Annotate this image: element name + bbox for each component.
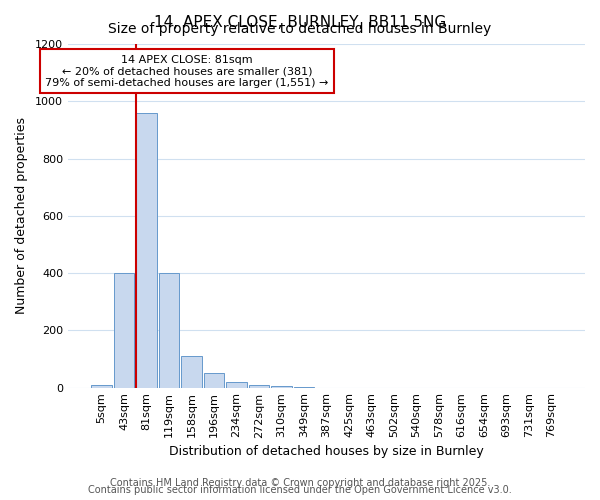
Bar [271,386,292,388]
Text: Size of property relative to detached houses in Burnley: Size of property relative to detached ho… [109,22,491,36]
Text: 14 APEX CLOSE: 81sqm
← 20% of detached houses are smaller (381)
79% of semi-deta: 14 APEX CLOSE: 81sqm ← 20% of detached h… [46,54,329,88]
Bar [136,112,157,388]
Text: 14, APEX CLOSE, BURNLEY, BB11 5NG: 14, APEX CLOSE, BURNLEY, BB11 5NG [154,15,446,30]
Bar [294,386,314,388]
Bar [226,382,247,388]
Bar [91,384,112,388]
Y-axis label: Number of detached properties: Number of detached properties [15,118,28,314]
X-axis label: Distribution of detached houses by size in Burnley: Distribution of detached houses by size … [169,444,484,458]
Bar [249,384,269,388]
Bar [159,273,179,388]
Text: Contains HM Land Registry data © Crown copyright and database right 2025.: Contains HM Land Registry data © Crown c… [110,478,490,488]
Bar [114,273,134,388]
Text: Contains public sector information licensed under the Open Government Licence v3: Contains public sector information licen… [88,485,512,495]
Bar [204,374,224,388]
Bar [181,356,202,388]
